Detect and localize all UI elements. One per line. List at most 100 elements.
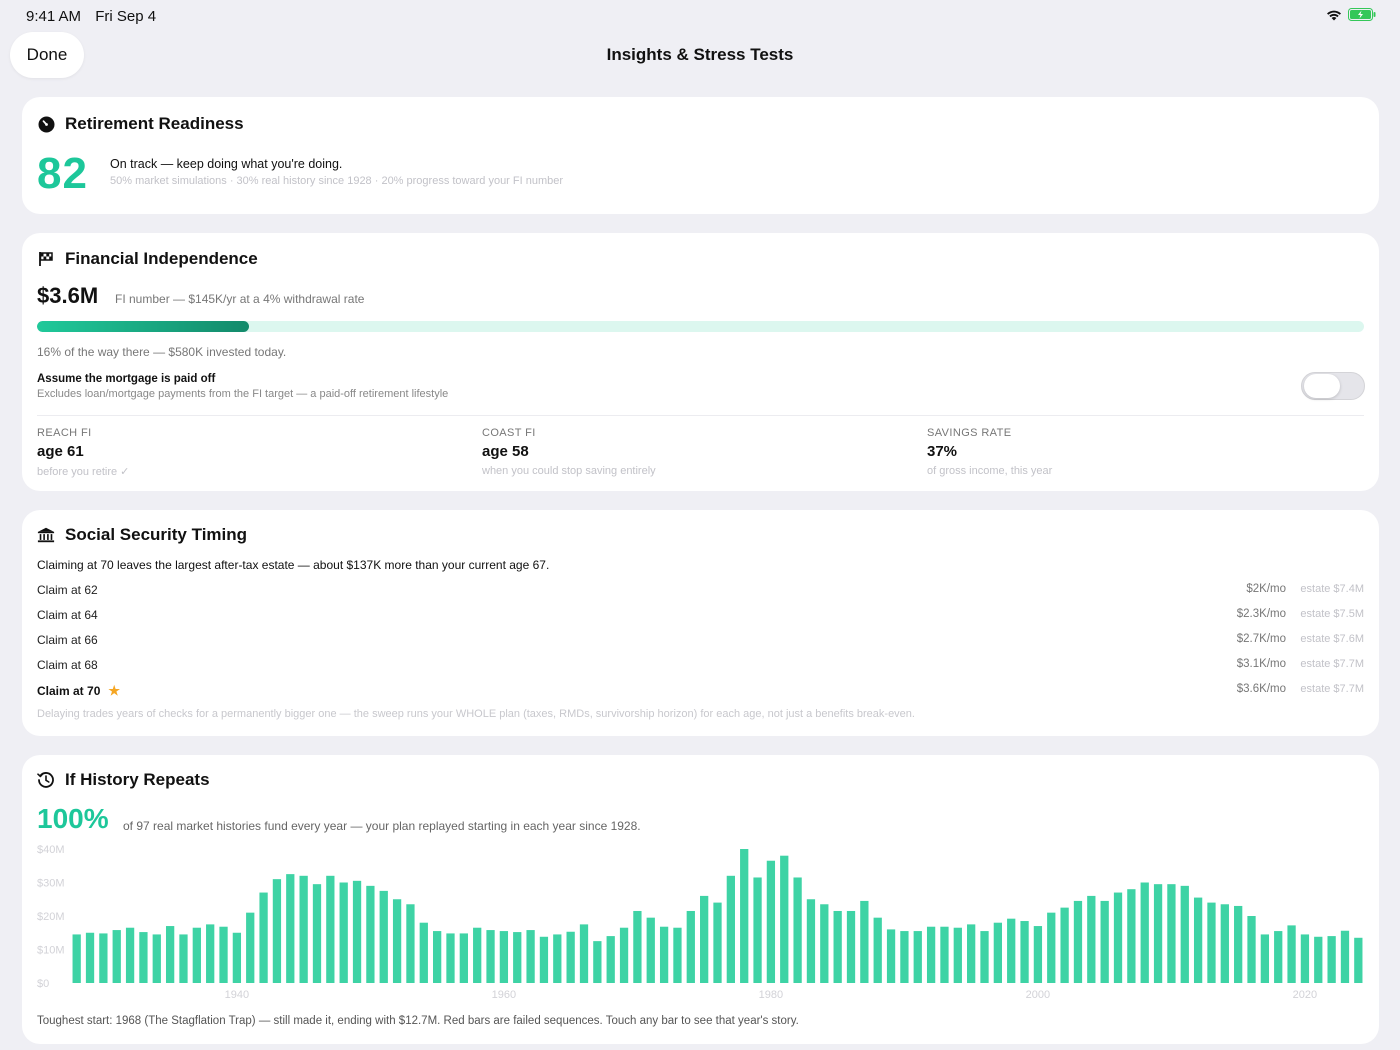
history-bar[interactable]: [486, 930, 495, 983]
history-bar[interactable]: [326, 875, 335, 983]
history-bar[interactable]: [1327, 936, 1336, 983]
claim-row[interactable]: Claim at 66 $2.7K/mo estate $7.6M: [37, 633, 1364, 651]
history-bar[interactable]: [433, 931, 442, 983]
history-bar[interactable]: [352, 880, 362, 983]
history-bar[interactable]: [1234, 905, 1243, 983]
history-bar[interactable]: [125, 927, 135, 983]
claim-row[interactable]: Claim at 68 $3.1K/mo estate $7.7M: [37, 658, 1364, 676]
history-bar[interactable]: [633, 910, 642, 983]
history-bar[interactable]: [1247, 916, 1256, 983]
history-bar[interactable]: [446, 933, 455, 983]
history-bar[interactable]: [499, 931, 509, 983]
history-bar[interactable]: [1354, 937, 1363, 983]
history-bar[interactable]: [1100, 900, 1109, 983]
history-bar[interactable]: [1300, 934, 1310, 983]
history-bar[interactable]: [1314, 936, 1323, 983]
history-bar[interactable]: [793, 877, 802, 983]
history-bar[interactable]: [1207, 902, 1216, 983]
history-bar[interactable]: [419, 922, 428, 983]
history-bar[interactable]: [646, 917, 655, 983]
history-bar[interactable]: [1087, 895, 1096, 983]
claim-row[interactable]: Claim at 64 $2.3K/mo estate $7.5M: [37, 608, 1364, 626]
history-bar[interactable]: [272, 879, 282, 983]
claim-row-best[interactable]: Claim at 70 ★ $3.6K/mo estate $7.7M: [37, 683, 1364, 701]
history-bar[interactable]: [1060, 907, 1069, 984]
history-bar[interactable]: [846, 910, 856, 983]
history-bar[interactable]: [406, 904, 415, 983]
history-chart-svg[interactable]: $0 $10M $20M $30M $40M 1940 1960 1980 2000 2020: [22, 843, 1379, 1003]
history-bar[interactable]: [967, 924, 976, 984]
history-bar[interactable]: [526, 930, 535, 983]
done-button[interactable]: Done: [10, 32, 84, 78]
history-bar[interactable]: [1073, 900, 1083, 983]
history-bar[interactable]: [152, 934, 161, 983]
history-bar[interactable]: [72, 934, 81, 983]
history-bar[interactable]: [473, 927, 482, 983]
history-bar[interactable]: [1153, 884, 1163, 983]
history-bar[interactable]: [1020, 921, 1029, 983]
history-bar[interactable]: [299, 875, 308, 983]
history-bar[interactable]: [219, 926, 228, 983]
history-bar[interactable]: [1047, 912, 1056, 983]
history-bar[interactable]: [232, 932, 242, 983]
history-bar[interactable]: [1113, 892, 1123, 983]
history-bar[interactable]: [673, 927, 682, 983]
history-bar[interactable]: [179, 934, 188, 983]
history-bar[interactable]: [1193, 897, 1203, 983]
history-bar[interactable]: [900, 931, 909, 983]
history-bar[interactable]: [206, 924, 215, 984]
history-bar[interactable]: [913, 931, 922, 983]
history-bar[interactable]: [579, 924, 589, 984]
history-bar[interactable]: [686, 910, 695, 983]
history-bar[interactable]: [312, 884, 322, 983]
history-bar[interactable]: [139, 932, 148, 983]
history-bar[interactable]: [379, 890, 388, 984]
history-bar[interactable]: [820, 904, 829, 983]
history-bar[interactable]: [860, 900, 869, 983]
history-bar[interactable]: [1127, 889, 1136, 983]
history-bar[interactable]: [339, 882, 348, 984]
history-bar[interactable]: [886, 929, 896, 983]
history-bar[interactable]: [953, 927, 962, 983]
history-bar[interactable]: [1220, 904, 1229, 983]
history-bar[interactable]: [940, 926, 949, 983]
history-bar[interactable]: [1340, 930, 1350, 983]
history-bar[interactable]: [873, 917, 882, 983]
history-bar[interactable]: [753, 877, 762, 983]
history-bar[interactable]: [926, 926, 936, 983]
history-bar[interactable]: [1007, 918, 1016, 983]
history-bar[interactable]: [1033, 926, 1043, 983]
history-bar[interactable]: [1274, 931, 1283, 983]
history-bar[interactable]: [459, 933, 468, 983]
history-bar[interactable]: [766, 860, 776, 983]
history-bar[interactable]: [700, 895, 709, 983]
history-bar[interactable]: [259, 892, 268, 983]
mortgage-paid-off-toggle[interactable]: [1301, 372, 1365, 400]
history-bar[interactable]: [1140, 882, 1149, 984]
history-bar[interactable]: [99, 933, 108, 983]
history-bar[interactable]: [513, 932, 522, 983]
history-bar[interactable]: [1180, 885, 1189, 983]
history-bar[interactable]: [1167, 884, 1176, 983]
history-bar[interactable]: [539, 936, 549, 983]
history-bar[interactable]: [366, 885, 375, 983]
history-bar[interactable]: [726, 875, 735, 983]
history-bar[interactable]: [740, 849, 749, 983]
history-bar[interactable]: [993, 922, 1002, 983]
history-bar[interactable]: [980, 931, 989, 983]
history-bar[interactable]: [392, 899, 402, 983]
history-bar[interactable]: [833, 910, 842, 983]
history-bar[interactable]: [192, 927, 201, 983]
history-bar[interactable]: [85, 932, 95, 983]
history-bar[interactable]: [566, 931, 575, 983]
history-bar[interactable]: [1260, 934, 1270, 983]
history-bar[interactable]: [619, 927, 629, 983]
history-bar[interactable]: [286, 874, 295, 984]
history-bar[interactable]: [713, 902, 722, 983]
history-bar[interactable]: [165, 926, 175, 983]
history-bar[interactable]: [553, 934, 562, 983]
history-bar[interactable]: [780, 855, 789, 983]
history-bar[interactable]: [659, 926, 669, 983]
history-bar[interactable]: [606, 936, 615, 983]
history-bar[interactable]: [806, 899, 816, 983]
